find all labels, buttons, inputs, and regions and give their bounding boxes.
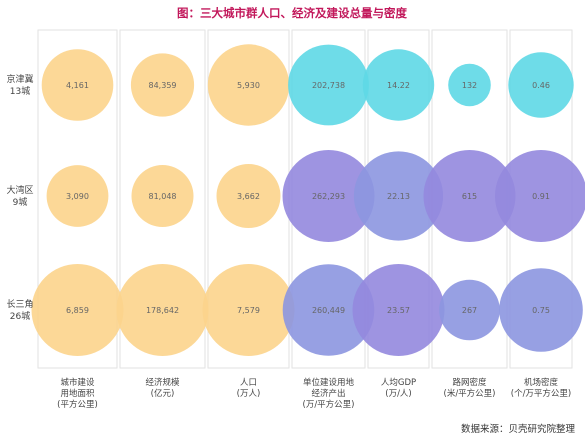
- data-source: 数据来源：贝壳研究院整理: [461, 423, 576, 435]
- chart-title: 图：三大城市群人口、经济及建设总量与密度: [177, 6, 407, 20]
- bubble-value-label: 23.57: [387, 306, 410, 315]
- column-panel: [119, 29, 206, 369]
- bubble: [508, 52, 574, 118]
- bubble-value-label: 81,048: [149, 192, 177, 201]
- column-label: 机场密度: [524, 377, 559, 388]
- bubble: [31, 264, 124, 356]
- bubble-value-label: 262,293: [312, 192, 345, 201]
- bubble-value-label: 0.46: [532, 81, 550, 90]
- bubble-value-label: 3,662: [237, 192, 260, 201]
- bubble-value-label: 6,859: [66, 306, 89, 315]
- column-label: (亿元): [151, 388, 175, 399]
- bubble: [288, 44, 369, 126]
- column-label: (米/平方公里): [444, 388, 496, 399]
- bubble-value-label: 5,930: [237, 81, 260, 90]
- column-label: (个/万平方公里): [511, 388, 572, 399]
- row-label: 长三角: [6, 298, 33, 310]
- bubble-value-label: 0.75: [532, 306, 550, 315]
- column-label: 人口: [240, 378, 257, 388]
- bubble-value-label: 615: [462, 192, 477, 201]
- row-label: 大湾区: [6, 184, 33, 196]
- bubble-value-label: 178,642: [146, 306, 179, 315]
- bubble: [282, 150, 375, 242]
- bubble: [495, 150, 585, 242]
- bubble: [130, 53, 195, 117]
- bubble: [116, 264, 209, 356]
- row-sublabel: 13城: [10, 86, 30, 97]
- row-sublabel: 9城: [13, 197, 28, 208]
- bubble: [46, 165, 109, 227]
- bubble: [353, 151, 444, 241]
- bubbles: 4,161 3,090 6,859 84,359 81,048 178,642 5,930 3…: [31, 44, 585, 356]
- column-label: 人均GDP: [381, 377, 416, 388]
- bubble-value-label: 3,090: [66, 192, 89, 201]
- column-label: 经济规模: [145, 377, 180, 388]
- bubble: [448, 63, 491, 107]
- bubble: [352, 264, 445, 356]
- bubble-value-label: 7,579: [237, 306, 260, 315]
- bubble: [216, 164, 281, 228]
- column-label: 用地面积: [60, 388, 95, 399]
- bubble: [41, 49, 114, 121]
- column-labels: 城市建设用地面积(平方公里)经济规模(亿元)人口(万人)单位建设用地经济产出(万…: [57, 377, 571, 410]
- row-sublabel: 26城: [10, 311, 30, 322]
- column-label: 单位建设用地: [303, 377, 355, 388]
- bubble: [423, 150, 516, 242]
- column-label: 经济产出: [311, 388, 345, 399]
- bubble-value-label: 260,449: [312, 306, 345, 315]
- column-label: (万/人): [385, 389, 412, 399]
- bubble: [499, 268, 583, 352]
- column-panel: [37, 29, 118, 369]
- column-label: 城市建设: [60, 377, 95, 388]
- bubble: [439, 279, 500, 341]
- bubble-value-label: 132: [462, 81, 477, 90]
- bubble: [362, 49, 435, 121]
- column-label: (万人): [237, 389, 261, 399]
- bubble-value-label: 267: [462, 306, 477, 315]
- column-label: 路网密度: [452, 377, 487, 388]
- bubble: [207, 44, 290, 126]
- column-label: (平方公里): [57, 399, 98, 410]
- bubble-value-label: 84,359: [149, 81, 177, 90]
- bubble-value-label: 22.13: [387, 192, 410, 201]
- bubble: [202, 264, 295, 356]
- bubble-value-label: 202,738: [312, 81, 345, 90]
- column-label: (万/平方公里): [303, 399, 355, 410]
- row-label: 京津冀: [6, 73, 33, 85]
- bubble: [282, 264, 375, 356]
- bubble-value-label: 14.22: [387, 81, 410, 90]
- bubble: [131, 165, 194, 227]
- bubble-value-label: 0.91: [532, 192, 550, 201]
- bubble-value-label: 4,161: [66, 81, 89, 90]
